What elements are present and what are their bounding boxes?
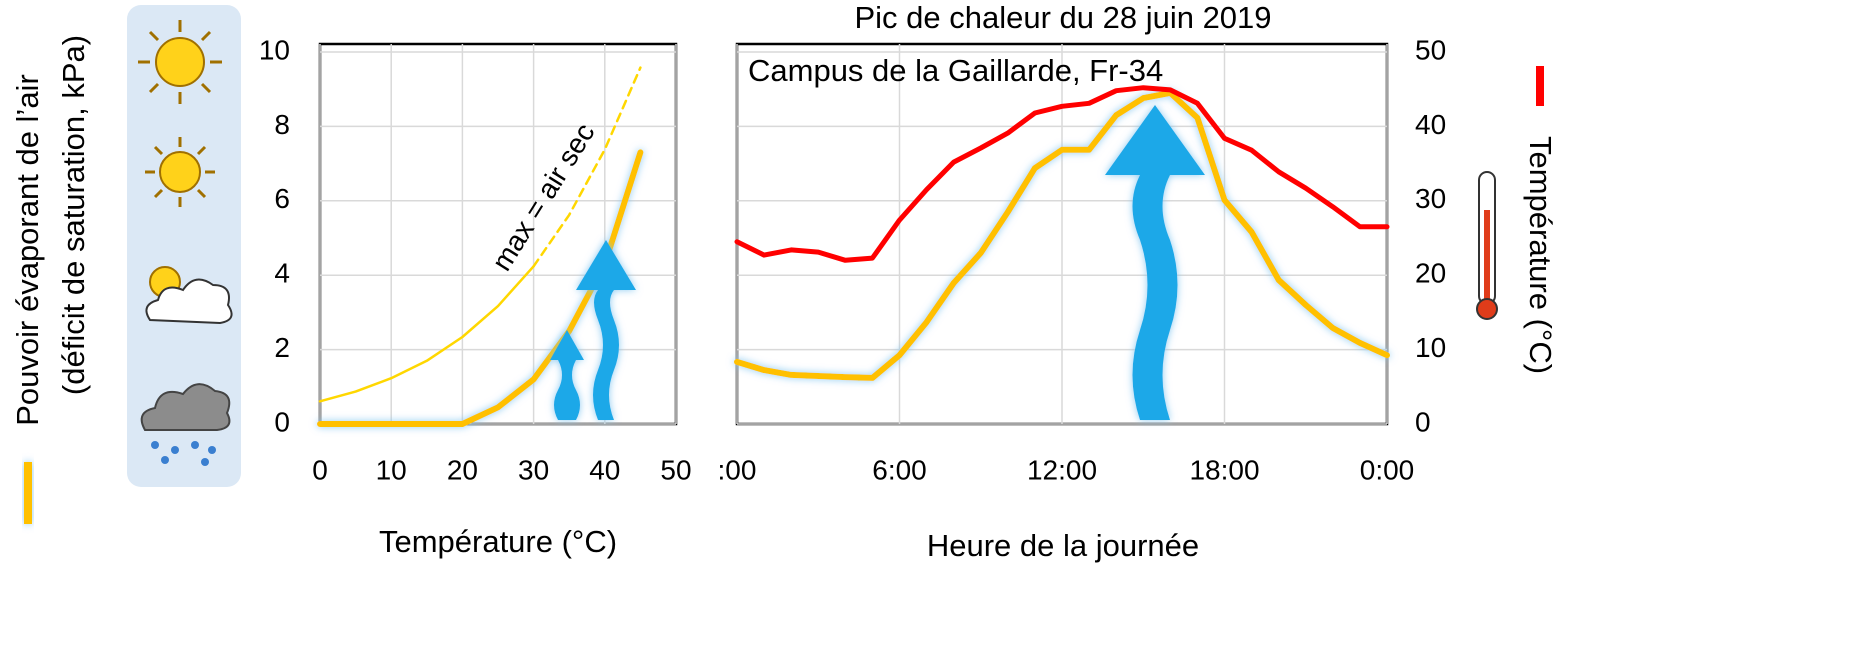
x-tick-label: 6:00: [872, 454, 927, 485]
x-axis-label: Heure de la journée: [927, 528, 1199, 563]
x-tick-label: 0: [312, 454, 328, 485]
y2-tick-label: 0: [1415, 406, 1431, 437]
chart-title: Pic de chaleur du 28 juin 2019: [854, 0, 1271, 35]
x-tick-label: 50: [660, 454, 691, 485]
y-axis-label: Pouvoir évaporant de l’air: [10, 74, 45, 426]
x-tick-label: 12:00: [1027, 454, 1097, 485]
y-tick-label: 4: [274, 258, 290, 289]
legend-swatch: [1536, 66, 1544, 106]
legend-swatch: [24, 462, 32, 524]
x-tick-label: :00: [718, 454, 757, 485]
thermometer-icon: [1477, 172, 1497, 319]
y-tick-label: 8: [274, 109, 290, 140]
y2-axis-label: Température (°C): [1523, 136, 1558, 374]
data-line: [320, 266, 534, 401]
y2-tick-label: 50: [1415, 34, 1446, 65]
y-tick-label: 0: [274, 406, 290, 437]
x-tick-label: 20: [447, 454, 478, 485]
y2-tick-label: 20: [1415, 258, 1446, 289]
x-tick-label: 18:00: [1189, 454, 1259, 485]
plot-frame: [320, 44, 676, 424]
x-tick-label: 40: [589, 454, 620, 485]
y-tick-label: 10: [259, 34, 290, 65]
chart-subtitle: Campus de la Gaillarde, Fr-34: [748, 53, 1163, 88]
x-axis-label: Température (°C): [379, 524, 617, 559]
y2-tick-label: 40: [1415, 109, 1446, 140]
page: {"chart_data": [ {"type": "line", "xlabe…: [0, 0, 1851, 665]
x-tick-label: 30: [518, 454, 549, 485]
y2-tick-label: 10: [1415, 332, 1446, 363]
x-tick-label: 10: [376, 454, 407, 485]
chart: Pouvoir évaporant de l’air (déficit de s…: [0, 0, 1851, 665]
y-tick-label: 6: [274, 183, 290, 214]
y-axis-label: (déficit de saturation, kPa): [56, 35, 91, 395]
x-tick-label: 0:00: [1360, 454, 1415, 485]
y2-tick-label: 30: [1415, 183, 1446, 214]
y-tick-label: 2: [274, 332, 290, 363]
